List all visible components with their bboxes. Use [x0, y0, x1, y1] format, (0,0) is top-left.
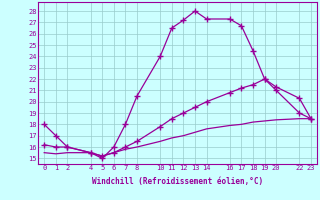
X-axis label: Windchill (Refroidissement éolien,°C): Windchill (Refroidissement éolien,°C) [92, 177, 263, 186]
